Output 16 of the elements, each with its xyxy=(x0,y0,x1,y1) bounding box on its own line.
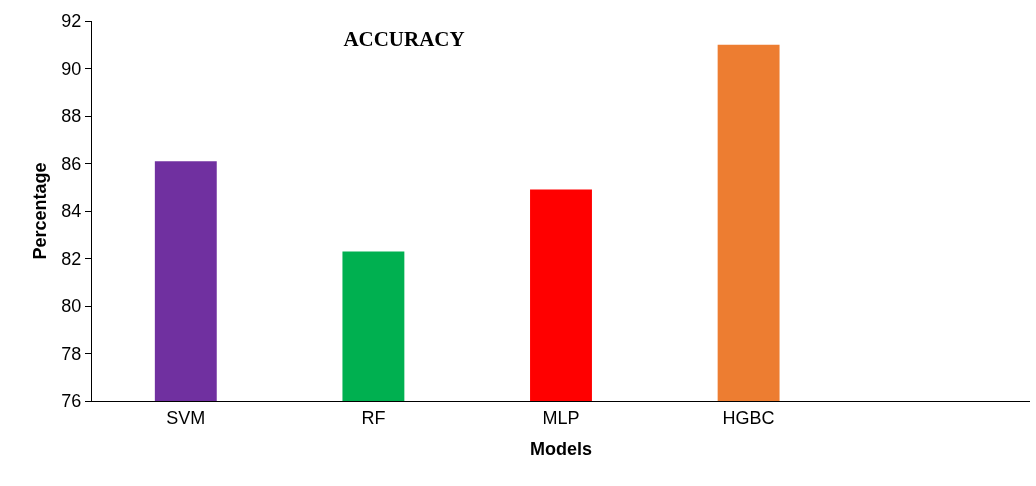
chart-title: ACCURACY xyxy=(343,27,465,52)
x-tick-label: MLP xyxy=(542,407,580,428)
y-tick-label: 76 xyxy=(61,391,82,412)
y-tick-label: 90 xyxy=(61,58,82,79)
y-tick-label: 78 xyxy=(61,343,82,364)
x-tick-label: RF xyxy=(361,407,386,428)
x-axis-title: Models xyxy=(529,438,593,459)
y-tick-label: 82 xyxy=(61,248,82,269)
y-tick-label: 92 xyxy=(61,11,82,32)
x-tick-label: SVM xyxy=(166,407,206,428)
y-tick-label: 86 xyxy=(61,153,82,174)
y-axis-title: Percentage xyxy=(29,162,50,260)
y-tick-label: 88 xyxy=(61,106,82,127)
y-tick-label: 80 xyxy=(61,296,82,317)
x-tick-label: HGBC xyxy=(722,407,775,428)
y-tick-label: 84 xyxy=(61,201,82,222)
